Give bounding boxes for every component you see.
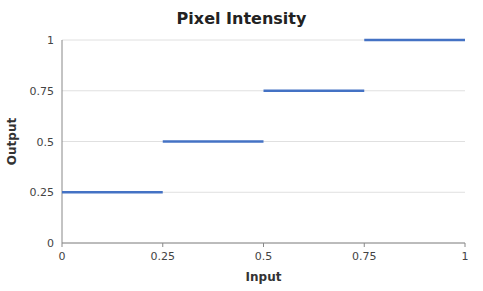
y-tick-label: 1 [47,34,54,47]
y-grid-line [62,40,465,41]
x-tick-label: 0.5 [255,250,273,263]
step-segment [163,140,264,143]
chart-title: Pixel Intensity [177,9,307,28]
y-tick-label: 0.25 [30,186,55,199]
x-tick-label: 0.25 [151,250,176,263]
step-segment [364,39,465,42]
step-segment [62,191,163,194]
y-axis-label: Output [5,118,19,166]
y-axis-line [62,40,63,243]
y-grid-line [62,243,465,244]
y-tick-label: 0.75 [30,85,55,98]
x-tick [263,243,264,247]
plot-area [62,40,465,192]
x-tick [162,243,163,247]
x-axis-label: Input [246,270,282,284]
x-tick-label: 0.75 [352,250,377,263]
y-grid-line [62,141,465,142]
step-segment [264,90,365,93]
chart-svg: 0 0.25 0.5 0.75 1 0 0.25 0.5 0.75 1 Pixel Intensit… [0,0,483,291]
x-tick-label: 0 [59,250,66,263]
y-grid-line [62,192,465,193]
x-tick [364,243,365,247]
x-tick-label: 1 [462,250,469,263]
y-grid-line [62,90,465,91]
y-tick-label: 0 [47,237,54,250]
x-tick [465,243,466,247]
x-axis-line [62,243,465,244]
x-tick [62,243,63,247]
chart-container: 0 0.25 0.5 0.75 1 0 0.25 0.5 0.75 1 Pixel Intensit… [0,0,483,291]
y-tick-label: 0.5 [37,136,55,149]
